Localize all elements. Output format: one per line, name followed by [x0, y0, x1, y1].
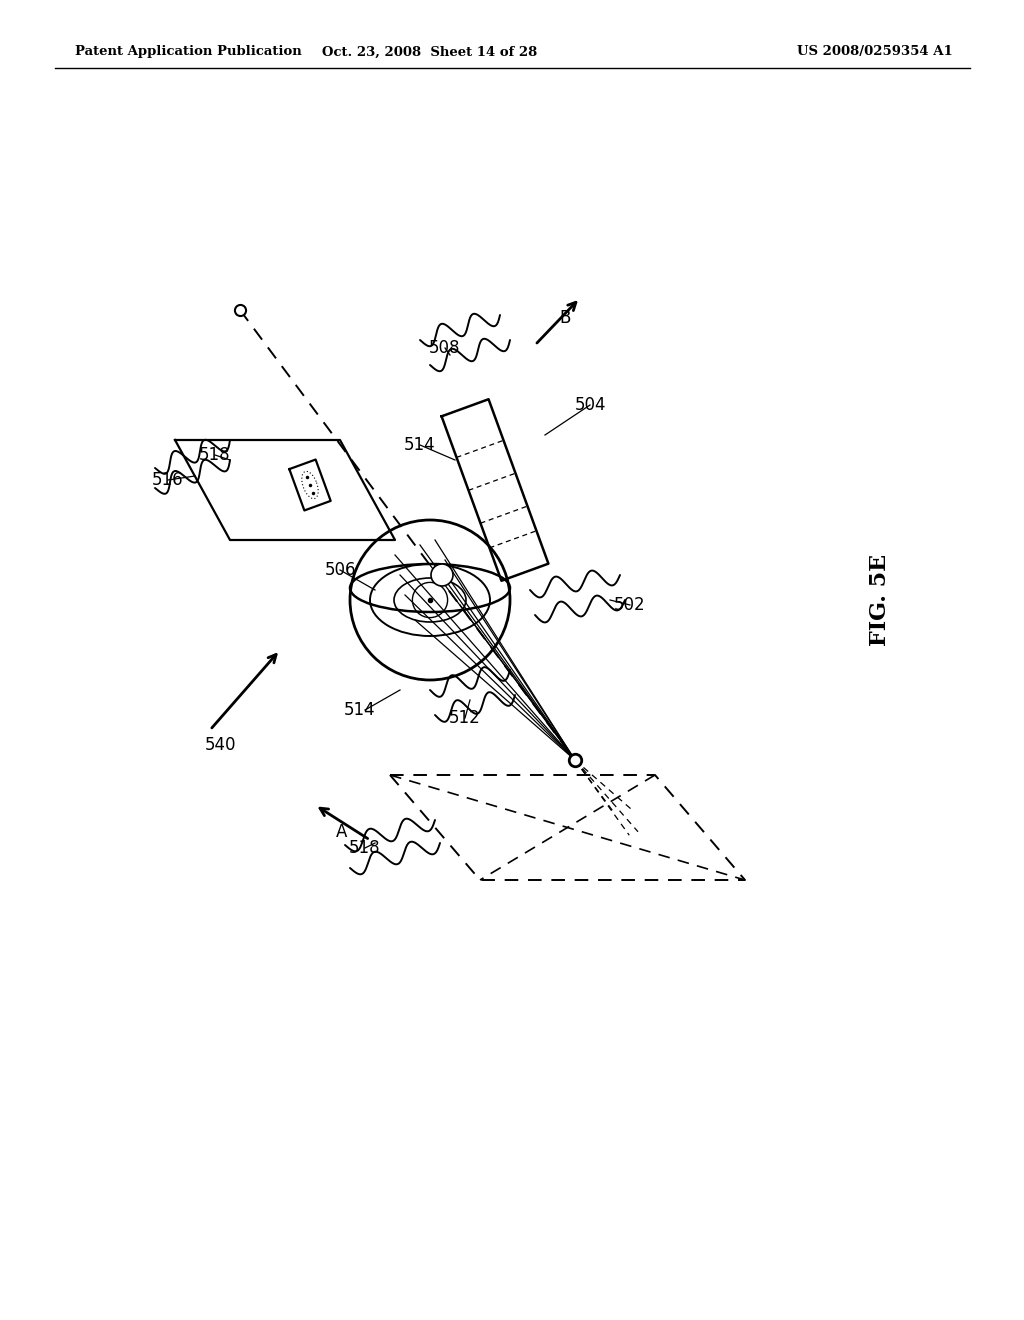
- Text: 508: 508: [429, 339, 461, 356]
- Text: 502: 502: [614, 597, 646, 614]
- Text: 506: 506: [325, 561, 355, 579]
- Text: B: B: [559, 309, 570, 327]
- Text: 504: 504: [574, 396, 606, 414]
- Text: 518: 518: [349, 840, 381, 857]
- Text: 514: 514: [404, 436, 436, 454]
- Text: 540: 540: [204, 737, 236, 754]
- Text: FIG. 5E: FIG. 5E: [869, 554, 891, 645]
- Text: 518: 518: [200, 446, 230, 465]
- Text: 516: 516: [153, 471, 184, 488]
- Text: A: A: [336, 822, 348, 841]
- Text: 512: 512: [450, 709, 481, 727]
- Text: Oct. 23, 2008  Sheet 14 of 28: Oct. 23, 2008 Sheet 14 of 28: [323, 45, 538, 58]
- Text: Patent Application Publication: Patent Application Publication: [75, 45, 302, 58]
- Circle shape: [431, 564, 453, 586]
- Text: US 2008/0259354 A1: US 2008/0259354 A1: [797, 45, 953, 58]
- Text: 514: 514: [344, 701, 376, 719]
